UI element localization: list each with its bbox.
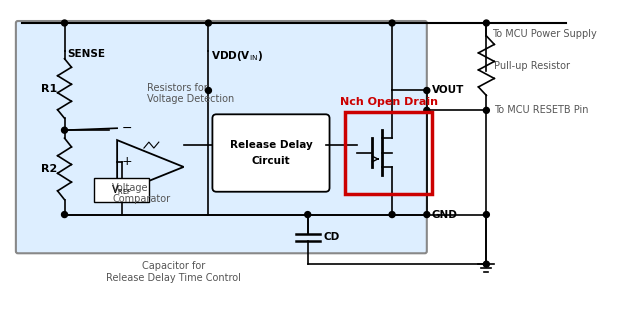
Text: Pull-up Resistor: Pull-up Resistor <box>494 61 570 71</box>
Text: R2: R2 <box>41 164 57 174</box>
Circle shape <box>389 212 395 217</box>
Text: To MCU RESETB Pin: To MCU RESETB Pin <box>494 105 589 115</box>
Circle shape <box>484 107 489 113</box>
Text: Voltage
Comparator: Voltage Comparator <box>112 183 170 204</box>
FancyBboxPatch shape <box>212 114 329 192</box>
Text: VOUT: VOUT <box>432 85 464 95</box>
Text: Release Delay: Release Delay <box>230 140 313 150</box>
FancyBboxPatch shape <box>16 21 427 253</box>
Circle shape <box>484 20 489 26</box>
Text: R1: R1 <box>41 84 57 94</box>
Text: CD: CD <box>324 232 340 242</box>
Circle shape <box>424 212 430 217</box>
Circle shape <box>484 261 489 267</box>
Text: V$_{\mathsf{REF}}$: V$_{\mathsf{REF}}$ <box>111 183 132 197</box>
Text: GND: GND <box>432 210 457 220</box>
Circle shape <box>205 20 212 26</box>
Text: Nch Open Drain: Nch Open Drain <box>339 97 437 107</box>
Text: Capacitor for
Release Delay Time Control: Capacitor for Release Delay Time Control <box>106 261 241 283</box>
Text: Circuit: Circuit <box>251 156 290 166</box>
Bar <box>346 112 432 194</box>
Text: −: − <box>122 122 132 135</box>
Text: VDD(V$_{\mathsf{IN}}$): VDD(V$_{\mathsf{IN}}$) <box>212 49 263 63</box>
Circle shape <box>424 107 430 113</box>
Text: +: + <box>122 155 133 168</box>
Bar <box>94 178 149 202</box>
Circle shape <box>62 20 67 26</box>
Circle shape <box>389 20 395 26</box>
Circle shape <box>305 212 311 217</box>
Circle shape <box>205 87 212 94</box>
Text: SENSE: SENSE <box>67 49 105 59</box>
Text: To MCU Power Supply: To MCU Power Supply <box>492 29 597 39</box>
Text: Resistors for
Voltage Detection: Resistors for Voltage Detection <box>147 83 234 104</box>
Circle shape <box>62 212 67 217</box>
Circle shape <box>62 127 67 133</box>
Circle shape <box>424 87 430 94</box>
Circle shape <box>484 212 489 217</box>
